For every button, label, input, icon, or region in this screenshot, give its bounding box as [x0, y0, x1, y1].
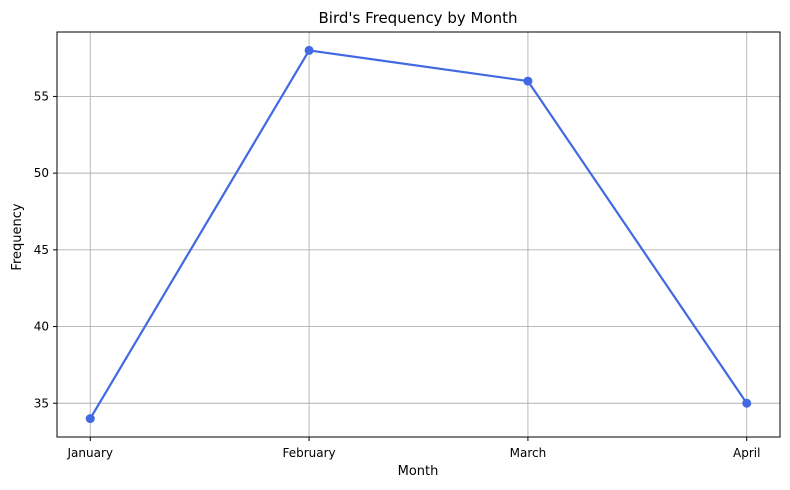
data-point — [742, 398, 752, 408]
x-axis-label: Month — [398, 464, 439, 479]
plot-frame — [56, 31, 781, 438]
data-point — [523, 76, 533, 86]
series-line — [89, 49, 748, 420]
x-tick-label: March — [510, 446, 547, 460]
y-tick-label: 55 — [34, 89, 49, 103]
y-tick-label: 50 — [34, 166, 49, 180]
axis-layer: January February March April 35 40 45 50 55 — [34, 31, 781, 460]
x-tick-label: February — [282, 446, 335, 460]
data-point — [85, 414, 95, 424]
y-tick-label: 40 — [34, 320, 49, 334]
series-layer — [85, 45, 752, 424]
chart-title: Bird's Frequency by Month — [318, 9, 517, 27]
data-point — [304, 45, 314, 55]
x-tick-label: January — [67, 446, 114, 460]
y-tick-label: 45 — [34, 243, 49, 257]
y-axis-label: Frequency — [10, 203, 25, 270]
grid-layer — [57, 32, 780, 437]
x-tick-label: April — [733, 446, 760, 460]
y-tick-label: 35 — [34, 396, 49, 410]
